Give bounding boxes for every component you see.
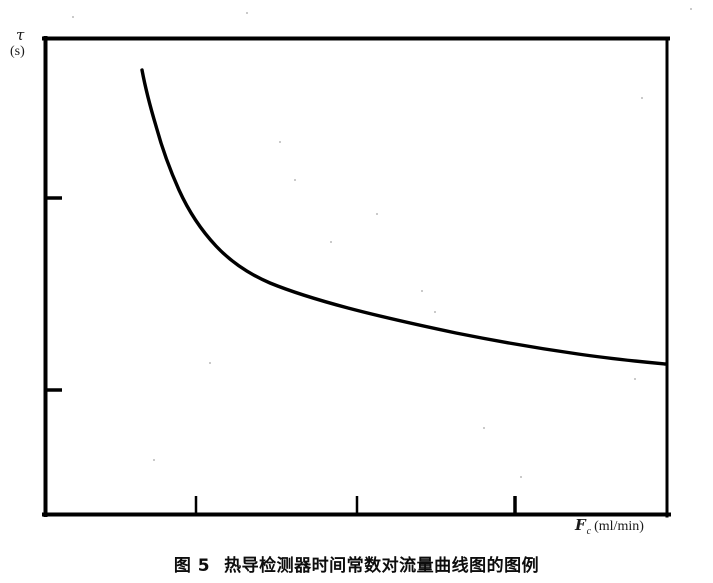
x-axis-unit: (ml/min) — [594, 519, 644, 534]
figure-caption-text: 热导检测器时间常数对流量曲线图的图例 — [224, 556, 540, 576]
y-axis-ticks — [46, 196, 62, 392]
scan-speckle — [72, 16, 74, 18]
figure-number: 图 5 — [173, 556, 211, 576]
data-curve — [140, 68, 667, 366]
x-axis-ticks — [194, 496, 517, 514]
y-axis-unit: (s) — [10, 43, 25, 59]
scan-speckle — [246, 12, 248, 14]
x-axis-subscript: c — [586, 525, 592, 537]
x-axis-symbol: F — [575, 516, 586, 534]
plot-svg — [42, 36, 671, 518]
x-axis-label: Fc (ml/min) — [575, 516, 644, 537]
axis-frame — [42, 36, 671, 518]
y-axis-label: τ (s) — [8, 26, 48, 59]
plot-area — [40, 30, 680, 530]
scan-speckle — [690, 8, 692, 10]
y-axis-symbol: τ — [16, 26, 25, 44]
data-curve-group — [140, 68, 667, 366]
figure-caption: 图 5 热导检测器时间常数对流量曲线图的图例 — [0, 551, 713, 576]
